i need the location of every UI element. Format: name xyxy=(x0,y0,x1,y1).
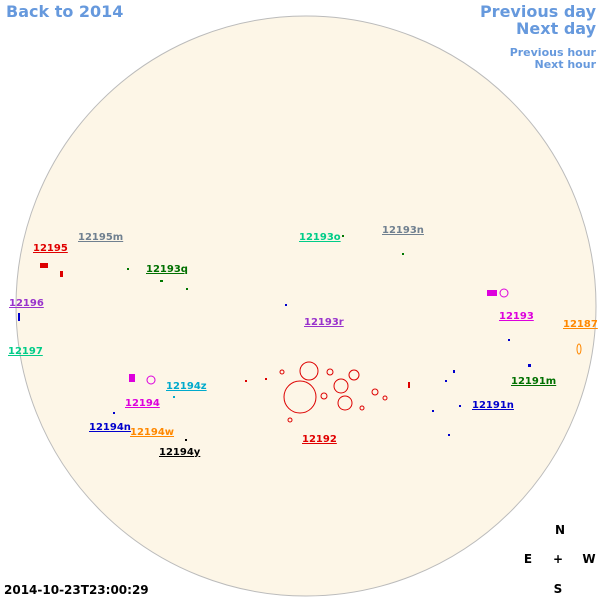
region-label: 12191m xyxy=(511,376,556,387)
region-label: 12193q xyxy=(146,264,188,275)
compass-east: E xyxy=(524,552,532,566)
spot-black xyxy=(185,439,187,441)
region-label: 12187 xyxy=(563,319,598,330)
solar-disk xyxy=(15,15,597,597)
spots-magenta xyxy=(146,288,509,385)
back-link[interactable]: Back to 2014 xyxy=(6,2,123,21)
region-label: 12194 xyxy=(125,398,160,409)
compass-north: N xyxy=(555,523,565,537)
region-label: 12192 xyxy=(302,434,337,445)
previous-day-link[interactable]: Previous day xyxy=(480,2,597,21)
previous-hour-link[interactable]: Previous hour xyxy=(510,46,597,59)
region-label: 12194n xyxy=(89,422,131,433)
spots-12192 xyxy=(279,361,388,423)
compass-south: S xyxy=(554,582,563,596)
spot-cyan xyxy=(173,396,175,398)
region-label: 12195m xyxy=(78,232,123,243)
region-label: 12193 xyxy=(499,311,534,322)
spots-magenta-small xyxy=(129,290,497,382)
region-label: 12196 xyxy=(9,298,44,309)
spots-blue xyxy=(18,304,531,436)
region-label: 12194w xyxy=(130,427,174,438)
region-label: 12193n xyxy=(382,225,424,236)
compass-center: + xyxy=(553,552,563,566)
spots-green xyxy=(127,235,404,290)
spots-red-small xyxy=(40,263,410,388)
region-label: 12194z xyxy=(166,381,207,392)
next-hour-link[interactable]: Next hour xyxy=(535,58,597,71)
region-label: 12197 xyxy=(8,346,43,357)
region-label: 12193r xyxy=(304,317,344,328)
compass-west: W xyxy=(582,552,595,566)
region-label: 12191n xyxy=(472,400,514,411)
region-label: 12193o xyxy=(299,232,341,243)
spot-orange xyxy=(576,343,582,355)
region-label: 12194y xyxy=(159,447,201,458)
next-day-link[interactable]: Next day xyxy=(516,19,597,38)
timestamp: 2014-10-23T23:00:29 xyxy=(4,583,149,597)
region-label: 12195 xyxy=(33,243,68,254)
